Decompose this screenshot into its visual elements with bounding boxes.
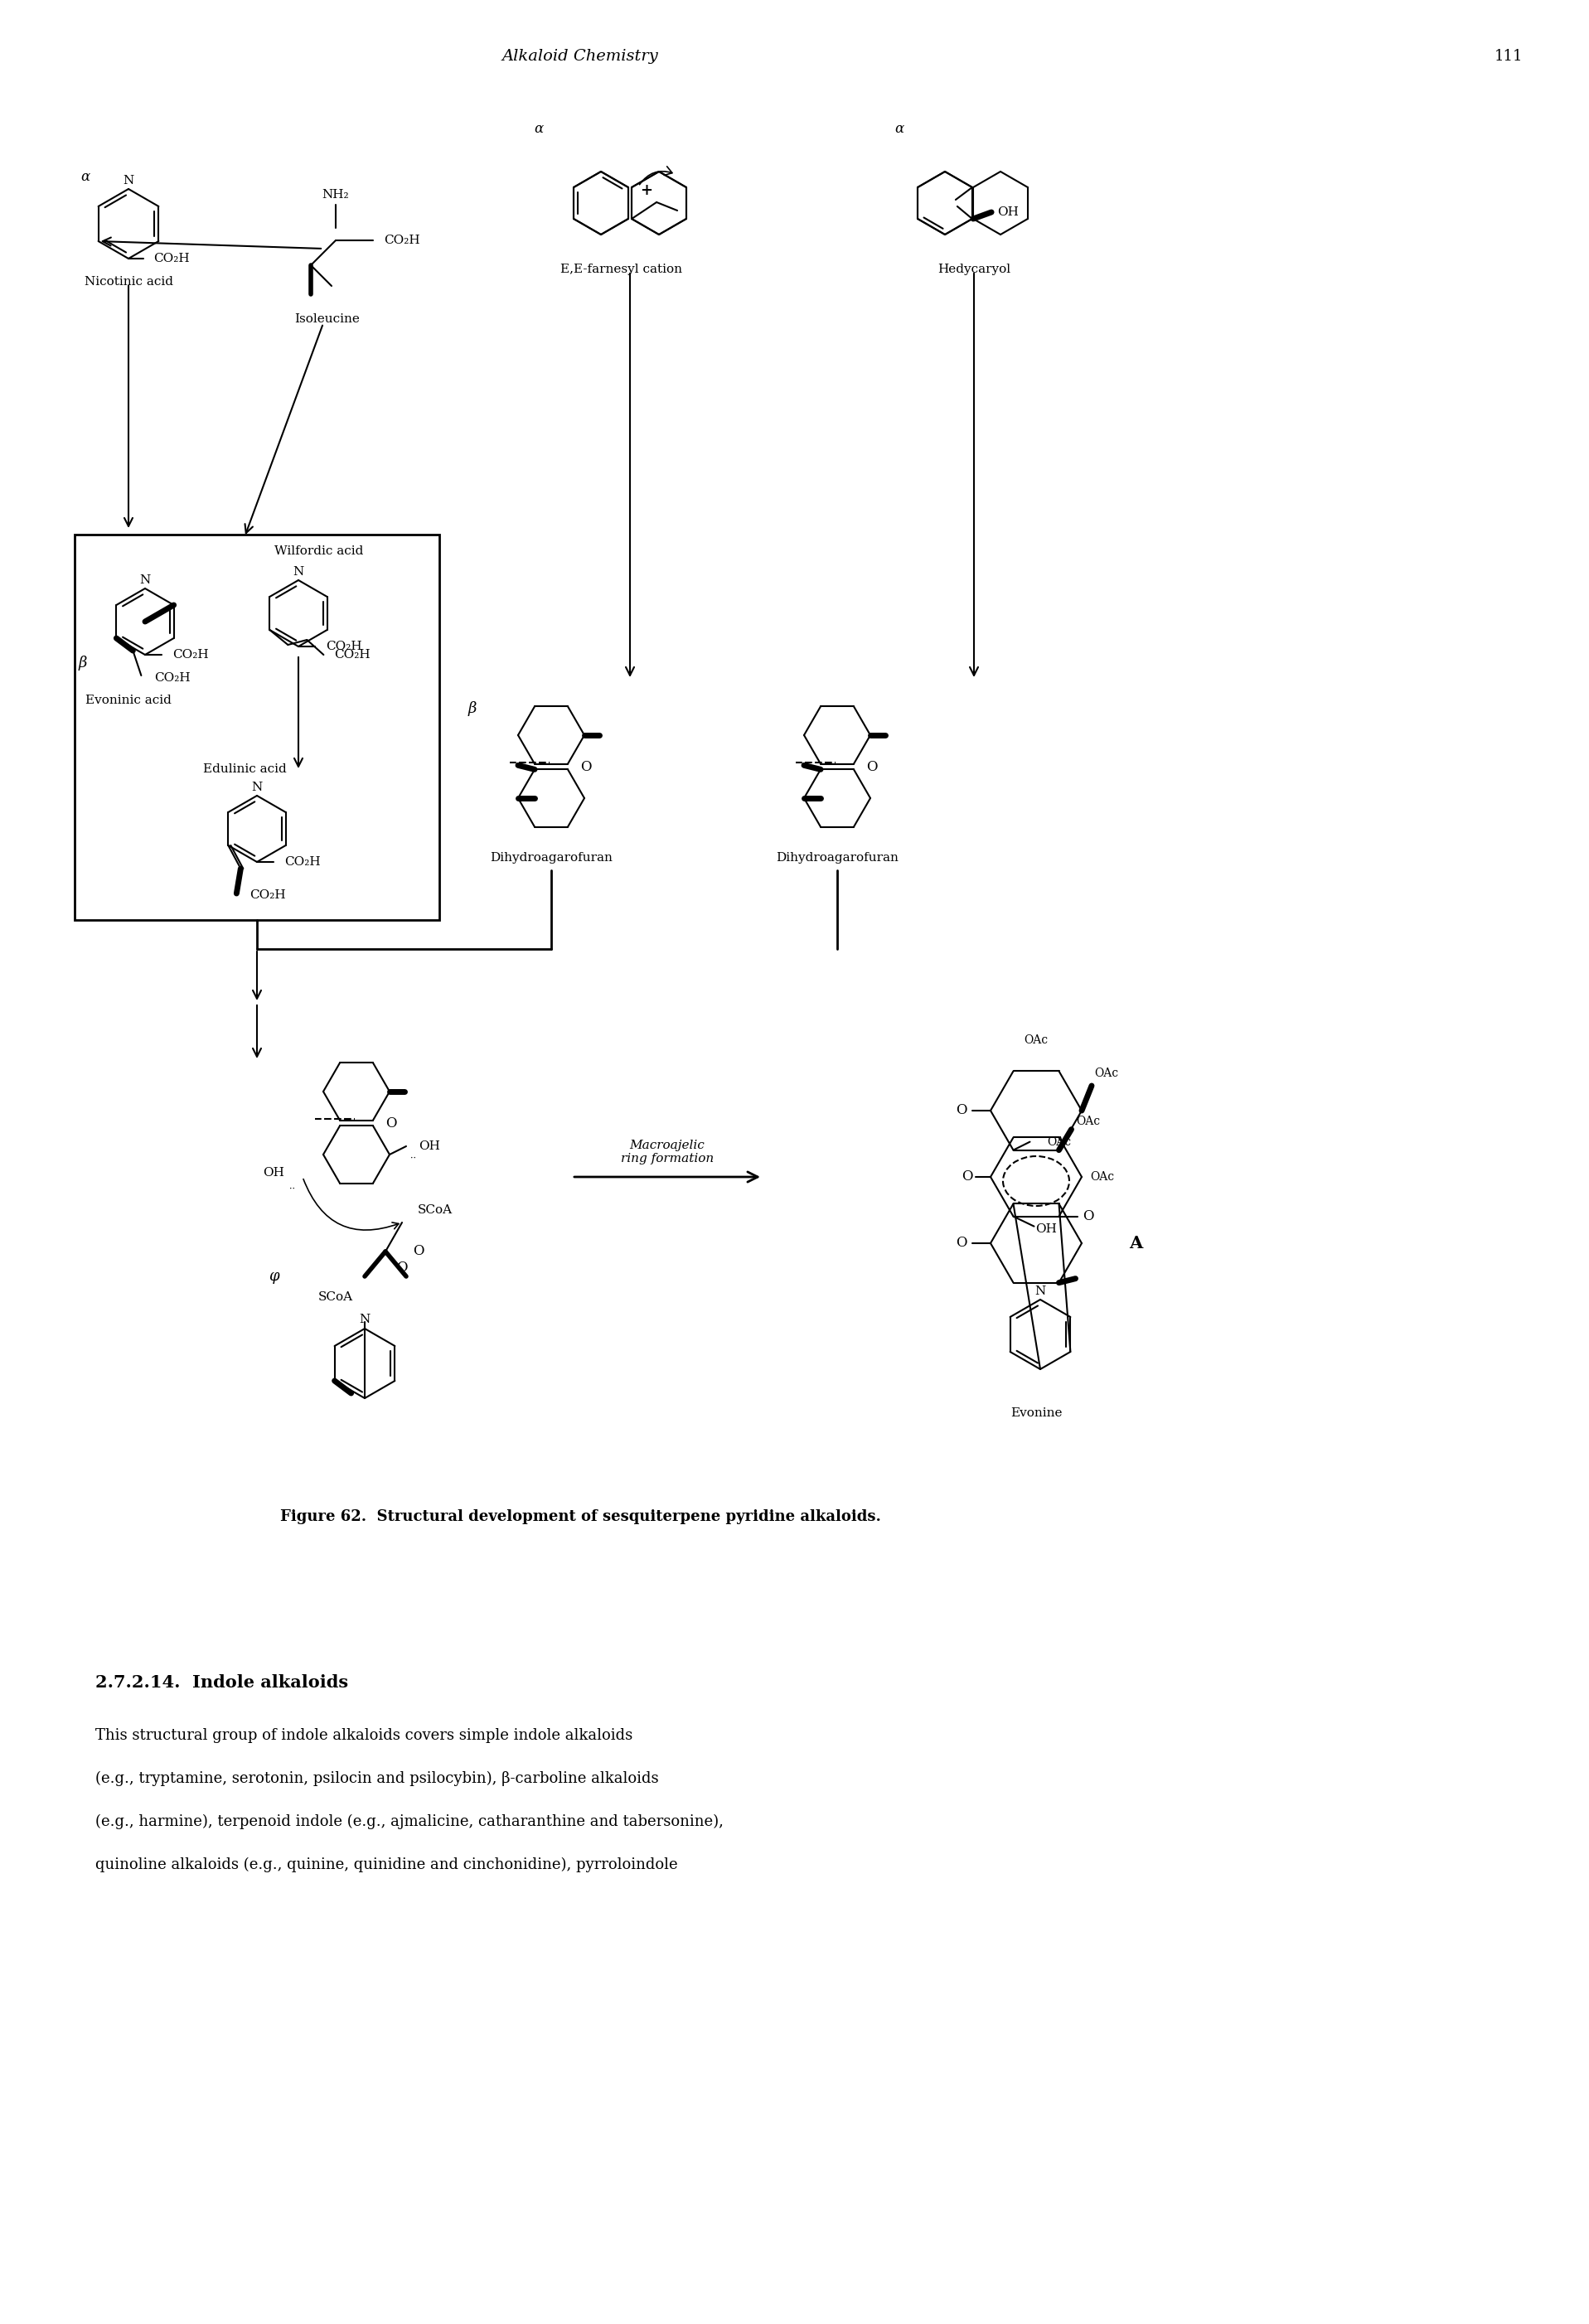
Text: +: + [640, 184, 653, 198]
Text: Isoleucine: Isoleucine [294, 314, 361, 325]
Text: ··: ·· [410, 1155, 416, 1162]
Text: O: O [413, 1243, 424, 1260]
Text: O: O [1082, 1208, 1093, 1222]
Text: OH: OH [998, 207, 1019, 218]
FancyArrowPatch shape [303, 1178, 399, 1229]
Text: CO₂H: CO₂H [335, 648, 370, 660]
Text: φ: φ [269, 1269, 278, 1283]
Text: OAc: OAc [1023, 1034, 1049, 1046]
Text: Wilfordic acid: Wilfordic acid [275, 546, 364, 558]
Text: (e.g., tryptamine, serotonin, psilocin and psilocybin), β-carboline alkaloids: (e.g., tryptamine, serotonin, psilocin a… [95, 1771, 659, 1787]
Text: ··: ·· [289, 1185, 294, 1195]
Text: N: N [292, 567, 303, 579]
Text: N: N [140, 574, 151, 586]
Text: Macroajelic
ring formation: Macroajelic ring formation [621, 1139, 713, 1164]
Text: CO₂H: CO₂H [154, 253, 189, 265]
Text: CO₂H: CO₂H [284, 855, 321, 867]
Text: quinoline alkaloids (e.g., quinine, quinidine and cinchonidine), pyrroloindole: quinoline alkaloids (e.g., quinine, quin… [95, 1857, 679, 1873]
Text: SCoA: SCoA [318, 1292, 353, 1304]
FancyArrowPatch shape [639, 167, 672, 184]
Text: OAc: OAc [1047, 1136, 1071, 1148]
Text: A: A [1128, 1234, 1142, 1253]
Text: Nicotinic acid: Nicotinic acid [84, 277, 173, 288]
Text: α: α [534, 121, 543, 135]
Text: This structural group of indole alkaloids covers simple indole alkaloids: This structural group of indole alkaloid… [95, 1729, 632, 1743]
Text: CO₂H: CO₂H [173, 648, 208, 660]
Text: Alkaloid Chemistry: Alkaloid Chemistry [502, 49, 658, 63]
Text: O: O [961, 1169, 972, 1183]
Text: Figure 62.  Structural development of sesquiterpene pyridine alkaloids.: Figure 62. Structural development of ses… [280, 1508, 880, 1525]
Text: (e.g., harmine), terpenoid indole (e.g., ajmalicine, catharanthine and tabersoni: (e.g., harmine), terpenoid indole (e.g.,… [95, 1815, 723, 1829]
Text: β: β [469, 702, 477, 716]
Text: CO₂H: CO₂H [326, 641, 362, 653]
Text: N: N [1034, 1285, 1046, 1297]
Text: Dihydroagarofuran: Dihydroagarofuran [775, 853, 898, 865]
Text: Dihydroagarofuran: Dihydroagarofuran [489, 853, 612, 865]
Text: OH: OH [418, 1141, 440, 1153]
Text: Evoninic acid: Evoninic acid [86, 695, 172, 706]
Text: 2.7.2.14.  Indole alkaloids: 2.7.2.14. Indole alkaloids [95, 1673, 348, 1692]
Text: α: α [81, 170, 91, 184]
Text: OAc: OAc [1090, 1171, 1114, 1183]
Text: NH₂: NH₂ [323, 188, 350, 200]
Text: OAc: OAc [1095, 1067, 1119, 1078]
Bar [75, 535, 439, 920]
Text: O: O [396, 1262, 408, 1276]
Text: O: O [580, 760, 591, 774]
Text: β: β [78, 655, 87, 672]
Text: Hedycaryol: Hedycaryol [938, 263, 1011, 274]
Text: E,E-farnesyl cation: E,E-farnesyl cation [561, 263, 683, 274]
Text: SCoA: SCoA [418, 1204, 453, 1215]
Text: CO₂H: CO₂H [249, 890, 286, 902]
Text: N: N [251, 781, 262, 792]
Text: Edulinic acid: Edulinic acid [203, 762, 286, 774]
Text: N: N [359, 1313, 370, 1325]
Text: O: O [957, 1104, 968, 1118]
Text: CO₂H: CO₂H [385, 235, 419, 246]
Text: 111: 111 [1494, 49, 1522, 63]
Text: CO₂H: CO₂H [154, 672, 191, 683]
Text: OAc: OAc [1076, 1116, 1100, 1127]
Text: O: O [386, 1116, 397, 1129]
Text: α: α [895, 121, 904, 135]
Text: Evonine: Evonine [1011, 1408, 1061, 1420]
Text: O: O [957, 1236, 968, 1250]
Text: O: O [866, 760, 877, 774]
Text: OH: OH [1036, 1222, 1057, 1234]
Text: N: N [122, 174, 133, 186]
Text: OH: OH [262, 1167, 284, 1178]
